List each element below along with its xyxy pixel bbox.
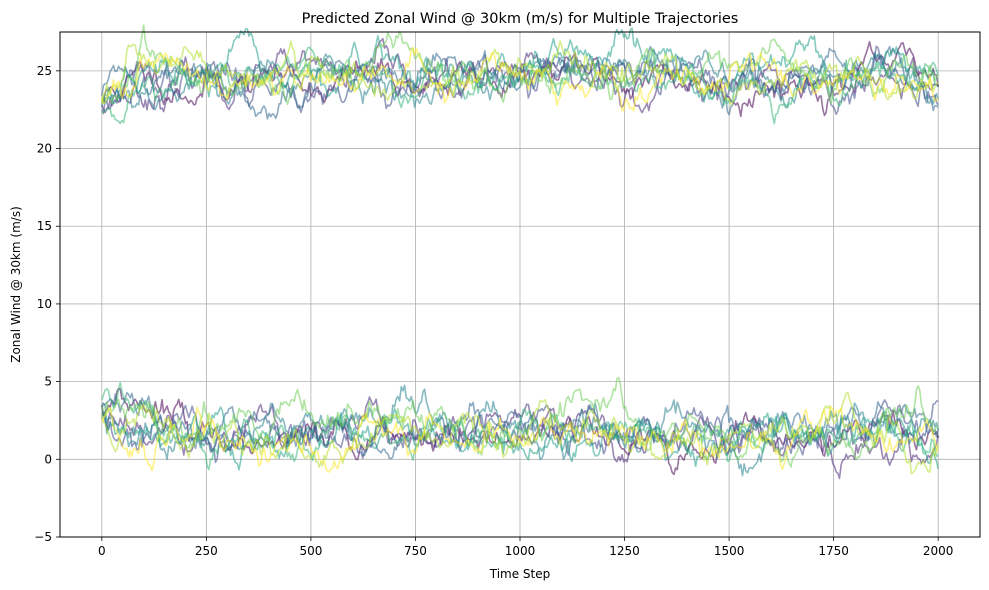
y-axis-ticks: −5 0 5 10 15 20 25 bbox=[34, 64, 60, 544]
y-tick-label: 0 bbox=[44, 452, 52, 466]
chart-title: Predicted Zonal Wind @ 30km (m/s) for Mu… bbox=[302, 11, 739, 27]
x-tick-label: 250 bbox=[195, 544, 218, 558]
series-lines bbox=[101, 24, 939, 480]
x-tick-label: 1000 bbox=[505, 544, 536, 558]
y-tick-label: 10 bbox=[37, 297, 52, 311]
y-tick-label: 5 bbox=[44, 375, 52, 389]
trajectory-line-lower-17 bbox=[101, 381, 939, 471]
x-tick-label: 1500 bbox=[714, 544, 745, 558]
y-tick-label: 15 bbox=[37, 219, 52, 233]
y-axis-label: Zonal Wind @ 30km (m/s) bbox=[9, 206, 23, 363]
x-tick-label: 500 bbox=[299, 544, 322, 558]
x-tick-label: 2000 bbox=[923, 544, 954, 558]
trajectory-line-lower-19 bbox=[101, 391, 939, 475]
y-tick-label: 20 bbox=[37, 142, 52, 156]
trajectory-line-upper-4 bbox=[101, 45, 939, 120]
x-tick-label: 1250 bbox=[609, 544, 640, 558]
x-axis-label: Time Step bbox=[489, 567, 551, 581]
y-tick-label: −5 bbox=[34, 530, 52, 544]
trajectory-line-upper-10 bbox=[101, 46, 939, 112]
trajectory-line-upper-9 bbox=[101, 40, 939, 106]
x-tick-label: 750 bbox=[404, 544, 427, 558]
trajectory-line-lower-18 bbox=[101, 376, 939, 468]
x-tick-label: 0 bbox=[98, 544, 106, 558]
x-axis-ticks: 0 250 500 750 1000 1250 1500 1750 2000 bbox=[98, 537, 953, 558]
x-tick-label: 1750 bbox=[818, 544, 849, 558]
trajectory-line-lower-20 bbox=[101, 405, 939, 473]
y-tick-label: 25 bbox=[37, 64, 52, 78]
